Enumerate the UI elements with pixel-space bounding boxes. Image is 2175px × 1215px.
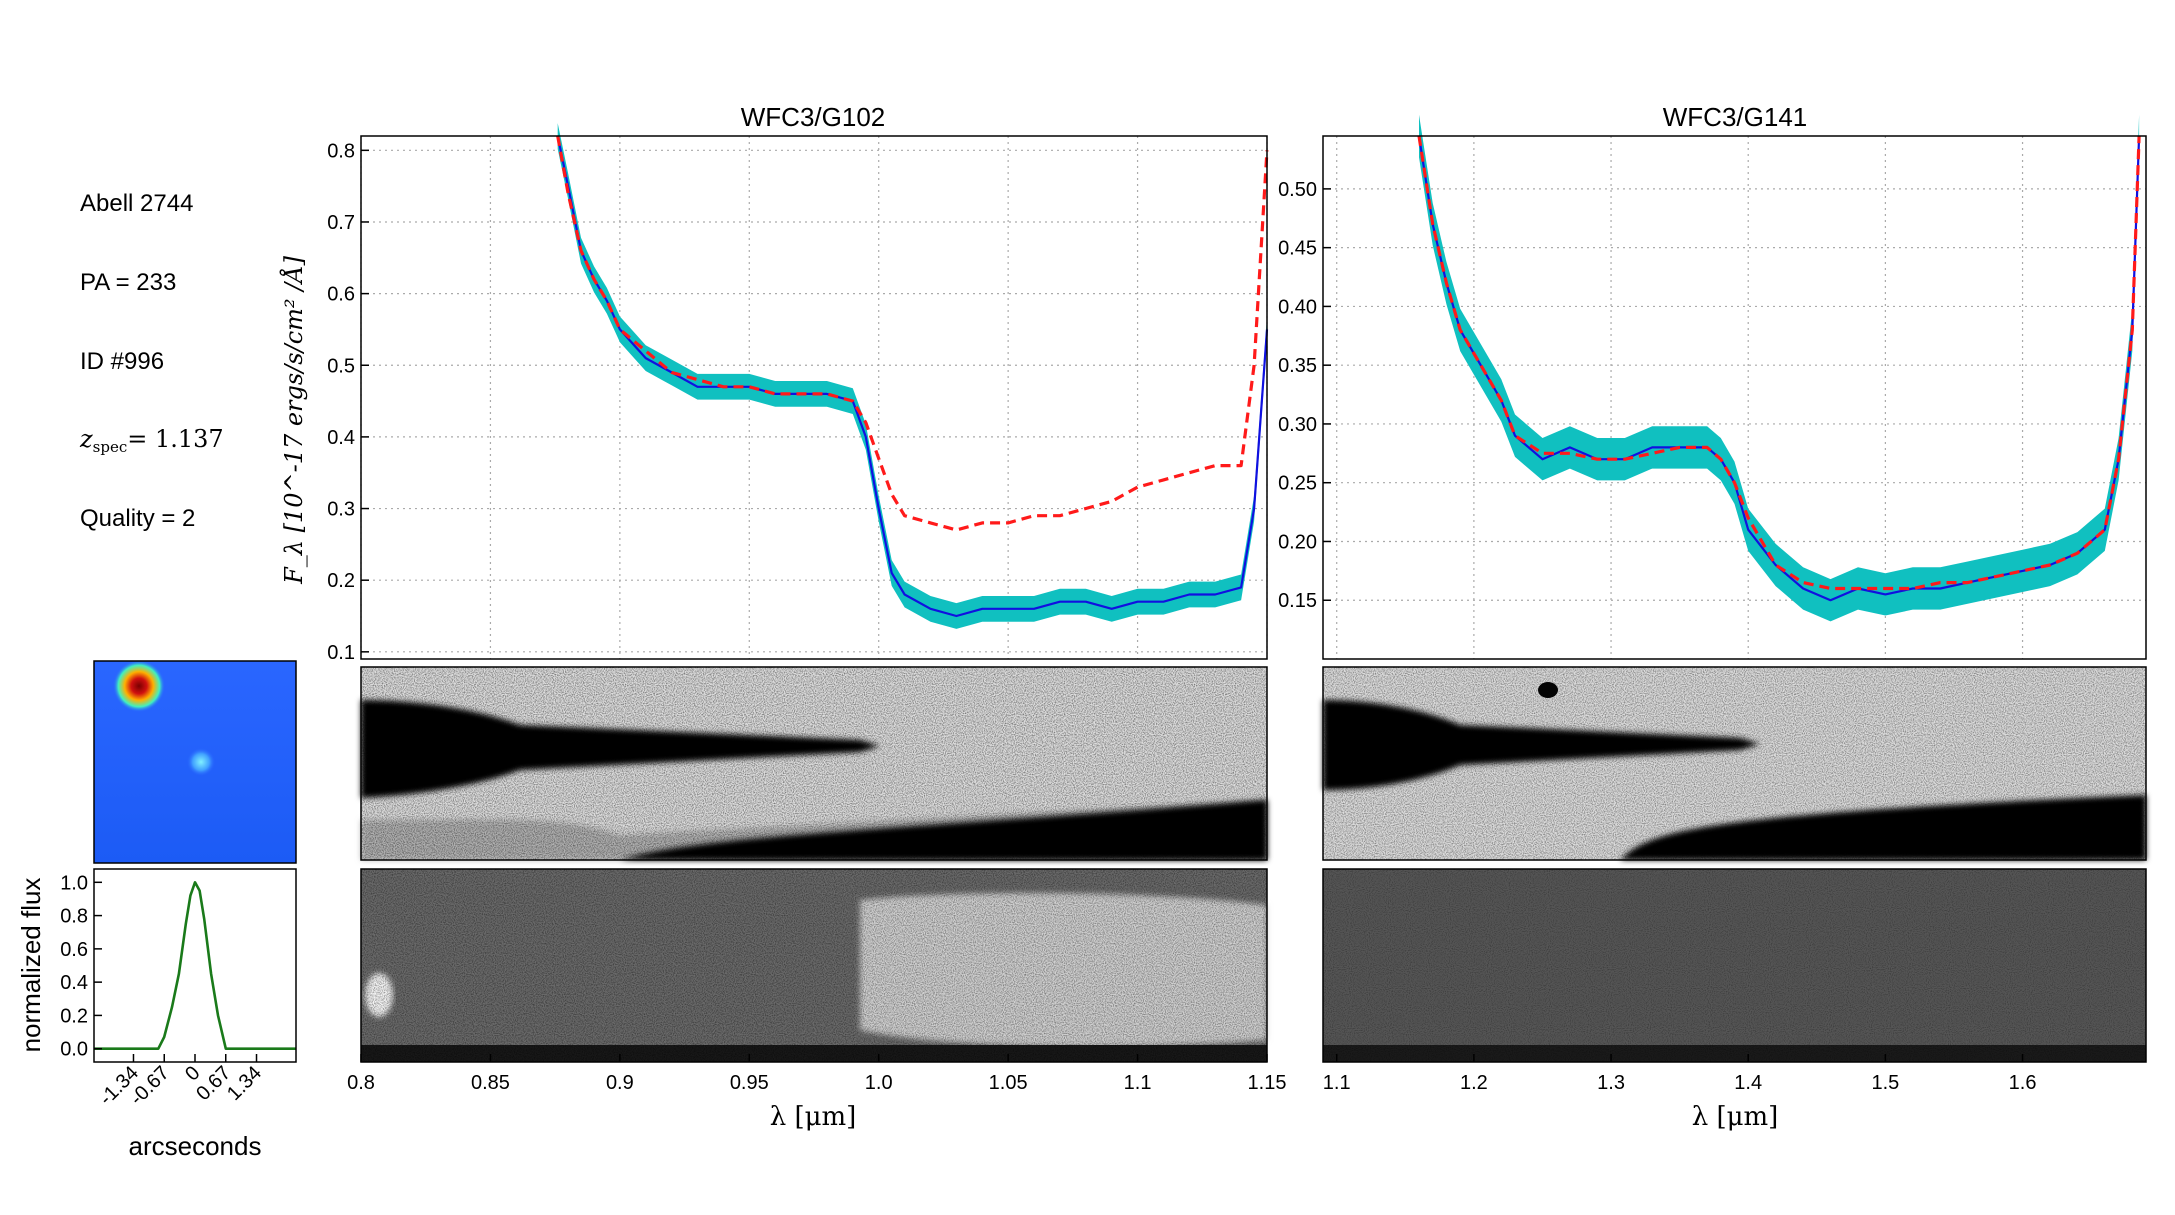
y-tick-label-2: 0.3 <box>327 499 355 521</box>
y-tick-label-1: 0.20 <box>1278 531 1317 553</box>
g141-plot-frame <box>1322 135 2147 660</box>
x-tick-label-0: 0.8 <box>347 1072 375 1094</box>
profile-y-axis-label: normalized flux <box>16 878 46 1053</box>
g102-gridlines <box>360 136 1268 659</box>
x-tick-label-3: 0.95 <box>730 1072 769 1094</box>
g141-title: WFC3/G141 <box>1663 102 1808 132</box>
y-tick-label-5: 1.0 <box>60 872 88 894</box>
model-line <box>1417 135 2141 591</box>
spectrum-line <box>1417 135 2141 602</box>
direct-image-thumbnail <box>93 660 297 864</box>
y-tick-label-5: 0.40 <box>1278 296 1317 318</box>
g141-2d-residual-image <box>1322 868 2147 1063</box>
y-tick-label-6: 0.7 <box>327 212 355 234</box>
profile-plot-frame <box>93 868 297 1063</box>
g102-series-layer <box>556 123 1269 629</box>
x-tick-label-7: 1.15 <box>1248 1072 1287 1094</box>
g102-x-ticks: 0.8 0.85 0.9 0.95 1.0 1.05 1.1 1.15 <box>347 1054 1286 1094</box>
y-tick-label-2: 0.4 <box>60 972 88 994</box>
g141-x-axis-label: λ [μm] <box>1692 1102 1779 1132</box>
g141-series-layer <box>1417 114 2141 622</box>
object-id: ID #996 <box>80 348 165 375</box>
y-tick-label-1: 0.2 <box>327 570 355 592</box>
g141-spectrum-chart: WFC3/G141 0.150.200.250.300.350.400.450.… <box>1278 102 2147 660</box>
redshift-label: zspec= 1.137 <box>80 425 224 456</box>
y-tick-label-1: 0.2 <box>60 1005 88 1027</box>
g102-y-axis-label: F_λ [10^-17 ergs/s/cm² /Å] <box>279 255 308 584</box>
x-tick-label-5: 1.6 <box>2009 1072 2037 1094</box>
spectrum-line <box>556 135 1269 618</box>
g102-2d-residual-image <box>360 868 1268 1063</box>
y-tick-label-4: 0.35 <box>1278 355 1317 377</box>
x-tick-label-5: 1.05 <box>989 1072 1028 1094</box>
g102-spectrum-chart: WFC3/G102 0.1 0.2 0.3 0.4 0.5 0.6 0.7 0.8 F_λ [… <box>279 102 1269 664</box>
x-tick-label-1: 1.2 <box>1460 1072 1488 1094</box>
g141-x-ticks: 1.1 1.2 1.3 1.4 1.5 1.6 <box>1323 1054 2037 1094</box>
y-tick-label-3: 0.4 <box>327 427 355 449</box>
redshift-value: = 1.137 <box>127 425 224 453</box>
y-tick-label-2: 0.25 <box>1278 473 1317 495</box>
x-tick-label-4: 1.34 <box>223 1062 266 1105</box>
y-tick-label-4: 0.8 <box>60 906 88 928</box>
x-tick-label-3: 1.4 <box>1734 1072 1762 1094</box>
x-tick-label-4: 1.5 <box>1871 1072 1899 1094</box>
y-tick-label-5: 0.6 <box>327 284 355 306</box>
g141-y-ticks: 0.15 0.20 0.25 0.30 0.35 0.40 0.45 0.50 <box>1278 179 1331 612</box>
redshift-subscript: spec <box>92 438 128 456</box>
g102-y-ticks: 0.1 0.2 0.3 0.4 0.5 0.6 0.7 0.8 <box>327 140 369 664</box>
x-tick-label-1: 0.85 <box>471 1072 510 1094</box>
error-band <box>1419 114 2140 622</box>
y-tick-label-3: 0.6 <box>60 939 88 961</box>
g102-x-axis-label: λ [μm] <box>770 1102 857 1132</box>
y-tick-label-0: 0.15 <box>1278 590 1317 612</box>
profile-series-layer <box>94 880 296 1050</box>
g141-gridlines <box>1323 136 2146 659</box>
g102-plot-frame <box>360 135 1268 660</box>
spatial-profile-chart: 0.00.20.40.60.81.0 -1.34-0.67 00.671.34 a… <box>16 868 297 1161</box>
profile-line <box>94 880 296 1050</box>
profile-y-ticks: 0.0 0.2 0.4 0.6 0.8 1.0 <box>60 872 102 1061</box>
x-tick-label-0: 1.1 <box>1323 1072 1351 1094</box>
profile-x-axis-label: arcseconds <box>129 1131 262 1161</box>
x-tick-label-6: 1.1 <box>1124 1072 1152 1094</box>
x-tick-label-2: 0.9 <box>606 1072 634 1094</box>
error-band <box>557 123 1267 629</box>
g102-2d-spectrum-image <box>360 666 1268 861</box>
quality-flag: Quality = 2 <box>80 505 196 532</box>
y-tick-label-3: 0.30 <box>1278 414 1317 436</box>
y-tick-label-6: 0.45 <box>1278 238 1317 260</box>
field-name: Abell 2744 <box>80 190 194 217</box>
redshift-symbol: z <box>80 425 93 453</box>
y-tick-label-7: 0.8 <box>327 140 355 162</box>
position-angle: PA = 233 <box>80 269 177 296</box>
model-line <box>556 135 1269 532</box>
y-tick-label-7: 0.50 <box>1278 179 1317 201</box>
y-tick-label-0: 0.1 <box>327 642 355 664</box>
g141-2d-spectrum-image <box>1322 666 2147 861</box>
y-tick-label-4: 0.5 <box>327 355 355 377</box>
y-tick-label-0: 0.0 <box>60 1039 88 1061</box>
g102-title: WFC3/G102 <box>741 102 886 132</box>
x-tick-label-4: 1.0 <box>865 1072 893 1094</box>
x-tick-label-2: 1.3 <box>1597 1072 1625 1094</box>
